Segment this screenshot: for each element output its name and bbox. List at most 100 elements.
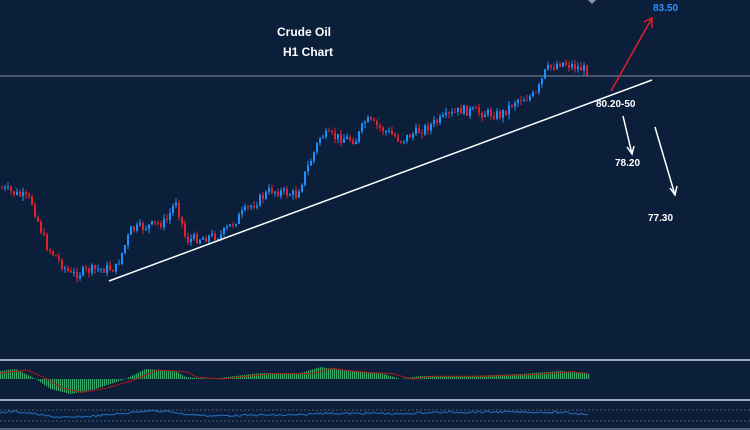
macd-bar — [362, 372, 364, 379]
macd-bar — [264, 373, 266, 379]
macd-bar — [260, 373, 262, 379]
candle-body — [22, 192, 24, 197]
candle-body — [4, 187, 6, 189]
candle-body — [526, 99, 528, 101]
macd-bar — [480, 375, 482, 379]
macd-bar — [290, 373, 292, 379]
macd-bar — [396, 377, 398, 379]
macd-bar — [306, 371, 308, 379]
macd-bar — [566, 371, 568, 379]
macd-bar — [288, 373, 290, 379]
candle-body — [274, 191, 276, 194]
candle-body — [286, 188, 288, 196]
macd-bar — [476, 375, 478, 379]
candle-body — [19, 191, 21, 197]
candle-body — [109, 265, 111, 271]
candle-body — [376, 120, 378, 126]
candle-body — [142, 223, 144, 230]
candle-body — [112, 270, 114, 272]
candle-body — [403, 141, 405, 143]
chart-title-instrument: Crude Oil — [276, 25, 331, 39]
macd-bar — [368, 372, 370, 379]
candle-body — [400, 141, 402, 143]
macd-bar — [558, 371, 560, 379]
candle-body — [259, 194, 261, 206]
candle-body — [328, 130, 330, 132]
candle-body — [562, 62, 564, 67]
macd-bar — [202, 378, 204, 379]
candle-body — [382, 127, 384, 132]
macd-bar — [224, 377, 226, 379]
macd-bar — [588, 374, 590, 379]
macd-bar — [14, 369, 16, 379]
macd-bar — [112, 379, 114, 384]
candle-body — [58, 256, 60, 260]
candle-body — [172, 205, 174, 213]
macd-bar — [154, 369, 156, 379]
candle-body — [133, 226, 135, 231]
macd-bar — [164, 370, 166, 379]
candle-body — [538, 84, 540, 93]
macd-bar — [78, 379, 80, 393]
candle-body — [97, 269, 99, 271]
macd-bar — [174, 370, 176, 379]
candle-body — [256, 205, 258, 208]
macd-bar — [328, 368, 330, 379]
candle-body — [91, 264, 93, 273]
candle-body — [232, 224, 234, 226]
macd-bar — [436, 376, 438, 379]
macd-bar — [352, 371, 354, 379]
candle-body — [304, 171, 306, 185]
macd-bar — [556, 371, 558, 379]
macd-bar — [106, 379, 108, 386]
macd-bar — [406, 378, 408, 379]
candle-body — [565, 62, 567, 66]
macd-bar — [344, 370, 346, 379]
oscillator-line — [0, 409, 589, 419]
macd-bar — [104, 379, 106, 386]
macd-bar — [160, 370, 162, 379]
macd-histogram — [0, 367, 590, 394]
macd-bar — [520, 374, 522, 379]
macd-bar — [464, 376, 466, 379]
macd-bar — [374, 372, 376, 379]
candle-body — [139, 223, 141, 225]
candle-body — [508, 105, 510, 115]
candle-body — [448, 112, 450, 114]
macd-bar — [94, 379, 96, 390]
macd-bar — [540, 372, 542, 379]
macd-bar — [458, 376, 460, 379]
macd-bar — [130, 376, 132, 379]
macd-bar — [498, 374, 500, 379]
candle-body — [358, 131, 360, 142]
macd-bar — [110, 379, 112, 384]
macd-bar — [84, 379, 86, 392]
candle-body — [301, 184, 303, 192]
macd-bar — [54, 379, 56, 390]
macd-bar — [146, 369, 148, 379]
candle-body — [292, 190, 294, 195]
macd-bar — [114, 379, 116, 383]
candle-body — [43, 232, 45, 235]
macd-bar — [310, 370, 312, 379]
candle-body — [136, 224, 138, 231]
macd-bar — [132, 375, 134, 379]
macd-bar — [64, 379, 66, 393]
macd-bar — [252, 373, 254, 379]
candle-body — [31, 196, 33, 205]
macd-bar — [70, 379, 72, 394]
macd-bar — [298, 373, 300, 379]
candle-body — [556, 64, 558, 70]
candle-body — [541, 78, 543, 85]
macd-bar — [30, 376, 32, 379]
macd-bar — [20, 371, 22, 379]
candle-body — [28, 194, 30, 197]
candle-body — [460, 107, 462, 114]
candle-body — [229, 224, 231, 227]
macd-bar — [582, 373, 584, 379]
candle-body — [547, 64, 549, 70]
candle-body — [16, 191, 18, 195]
candle-body — [247, 206, 249, 208]
